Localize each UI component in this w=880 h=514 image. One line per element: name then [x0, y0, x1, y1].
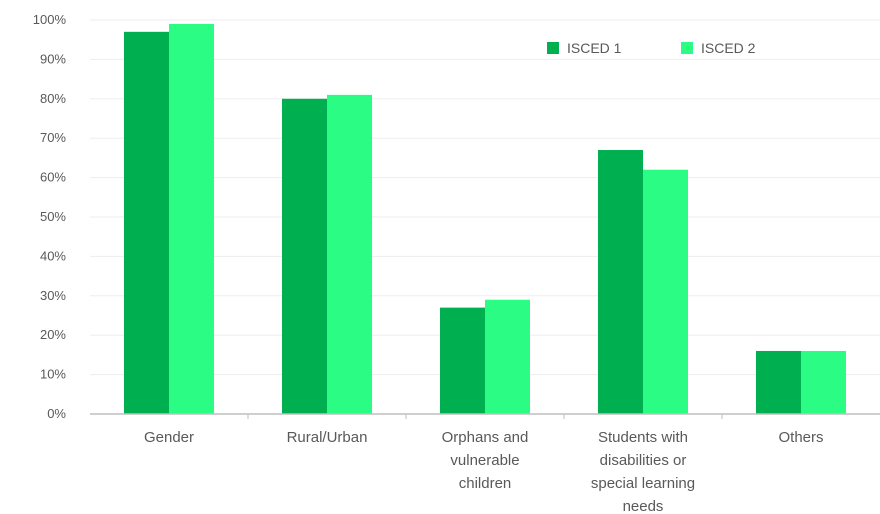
y-tick-label: 100%	[33, 12, 67, 27]
category-label-line: Gender	[144, 429, 194, 446]
category-label-line: special learning	[591, 475, 695, 492]
y-tick-label: 60%	[40, 170, 66, 185]
bar-isced-1	[282, 98, 327, 415]
y-tick-label: 50%	[40, 209, 66, 224]
bar-isced-2	[801, 350, 846, 414]
bar-isced-1	[756, 350, 801, 414]
y-tick-label: 40%	[40, 248, 66, 263]
category-label-line: vulnerable	[450, 452, 519, 469]
y-tick-label: 10%	[40, 367, 66, 382]
bar-isced-2	[485, 299, 530, 414]
gridlines	[90, 19, 880, 376]
y-tick-label: 20%	[40, 327, 66, 342]
category-label-line: Rural/Urban	[287, 429, 368, 446]
legend-label: ISCED 2	[701, 40, 756, 56]
category-label: Gender	[144, 429, 194, 446]
y-tick-label: 90%	[40, 51, 66, 66]
bar-isced-2	[169, 23, 214, 414]
legend-swatch	[547, 42, 559, 54]
y-tick-label: 30%	[40, 288, 66, 303]
y-tick-label: 70%	[40, 130, 66, 145]
category-labels: Gender Rural/Urban Orphans and vulnerable ch…	[144, 429, 824, 514]
category-label-line: needs	[623, 498, 664, 514]
bars	[124, 23, 846, 419]
legend: ISCED 1 ISCED 2	[547, 40, 756, 56]
category-label-line: children	[459, 475, 512, 492]
category-label: Others	[778, 429, 823, 446]
bar-isced-1	[598, 150, 643, 414]
y-tick-label: 0%	[47, 406, 66, 421]
category-label: Students with disabilities or special lear…	[591, 429, 695, 514]
category-label-line: disabilities or	[600, 452, 687, 469]
bar-isced-1	[124, 31, 169, 414]
category-label-line: Others	[778, 429, 823, 446]
y-axis-ticks: 0% 10% 20% 30% 40% 50% 60% 70% 80% 90% 100%	[33, 12, 67, 421]
category-label-line: Orphans and	[442, 429, 529, 446]
legend-swatch	[681, 42, 693, 54]
category-label: Rural/Urban	[287, 429, 368, 446]
y-tick-label: 80%	[40, 91, 66, 106]
category-label: Orphans and vulnerable children	[442, 429, 529, 492]
category-label-line: Students with	[598, 429, 688, 446]
bar-isced-2	[327, 94, 372, 415]
bar-isced-2	[643, 169, 688, 414]
legend-label: ISCED 1	[567, 40, 622, 56]
bar-isced-1	[440, 307, 485, 414]
